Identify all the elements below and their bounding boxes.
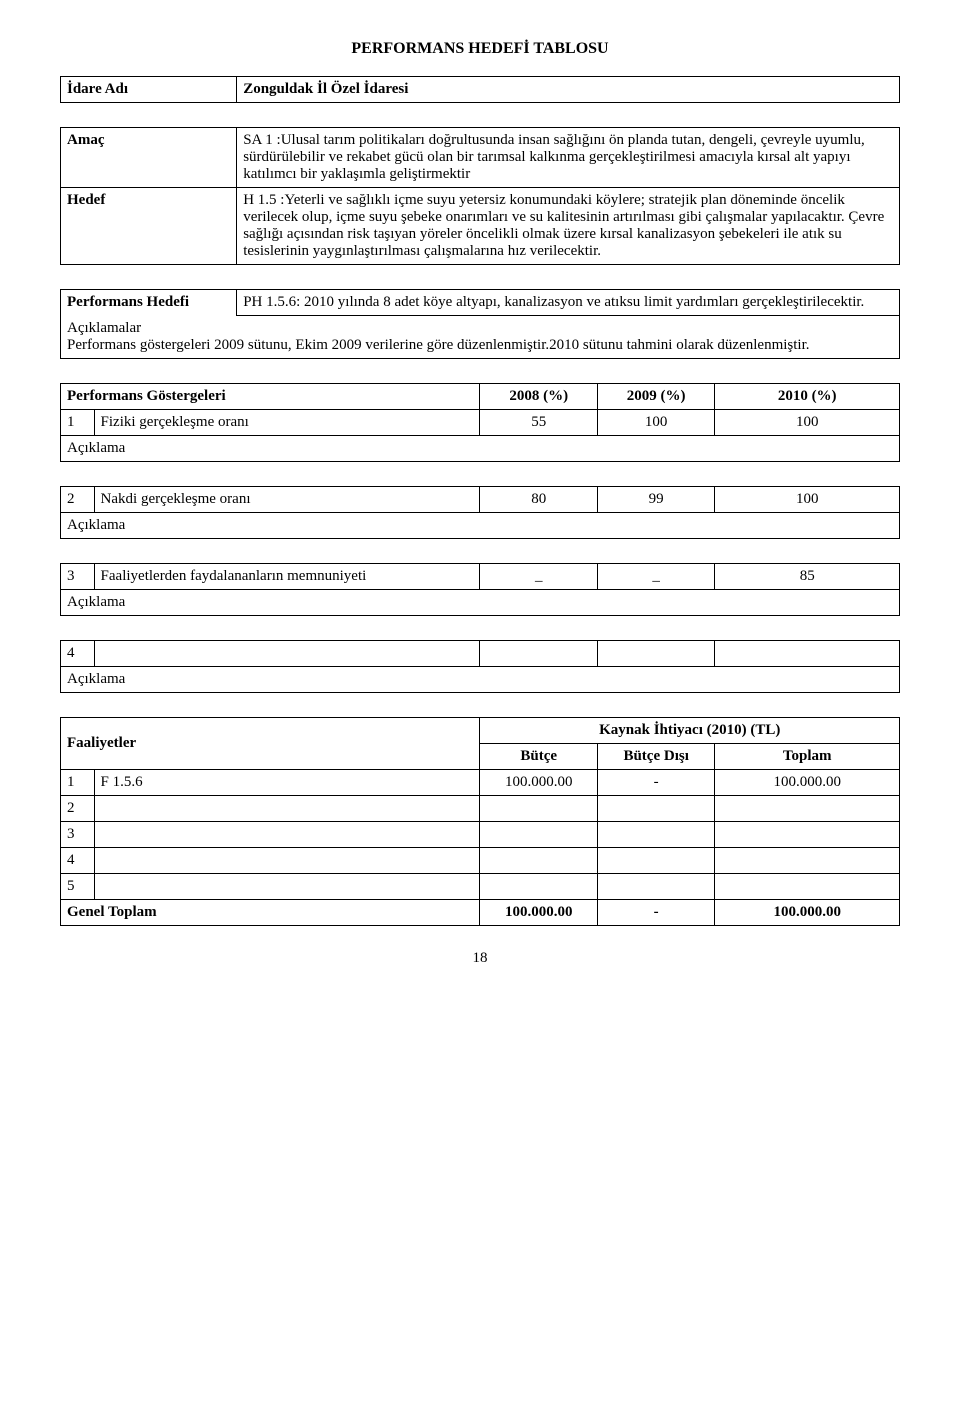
perf-hedefi-label: Performans Hedefi xyxy=(61,290,237,316)
total-label: Genel Toplam xyxy=(61,900,480,926)
row-val xyxy=(480,796,597,822)
perf-hedefi-table: Performans Hedefi PH 1.5.6: 2010 yılında… xyxy=(60,289,900,359)
row-val: 100 xyxy=(715,410,900,436)
page-number: 18 xyxy=(60,950,900,967)
row-val xyxy=(597,641,714,667)
row-num: 3 xyxy=(61,822,95,848)
table-row: 4 xyxy=(61,641,900,667)
row-val: - xyxy=(597,770,714,796)
row-val xyxy=(715,874,900,900)
total-row: Genel Toplam 100.000.00 - 100.000.00 xyxy=(61,900,900,926)
row-val: _ xyxy=(480,564,597,590)
table-row: 4 xyxy=(61,848,900,874)
row-val: 100.000.00 xyxy=(480,770,597,796)
hedef-text: H 1.5 :Yeterli ve sağlıklı içme suyu yet… xyxy=(237,188,900,265)
hedef-label: Hedef xyxy=(61,188,237,265)
row-val xyxy=(480,874,597,900)
row-num: 5 xyxy=(61,874,95,900)
admin-label: İdare Adı xyxy=(61,77,237,103)
aciklamalar-cell: Açıklamalar Performans göstergeleri 2009… xyxy=(61,316,900,359)
row-name: Fiziki gerçekleşme oranı xyxy=(94,410,480,436)
row-val xyxy=(480,822,597,848)
perf-hedefi-text: PH 1.5.6: 2010 yılında 8 adet köye altya… xyxy=(237,290,900,316)
indicators-table-4: 4 Açıklama xyxy=(60,640,900,693)
row-val: _ xyxy=(597,564,714,590)
row-val: 100 xyxy=(597,410,714,436)
row-num: 4 xyxy=(61,641,95,667)
total-val: 100.000.00 xyxy=(480,900,597,926)
col-2008: 2008 (%) xyxy=(480,384,597,410)
row-val xyxy=(597,874,714,900)
row-val xyxy=(480,848,597,874)
table-row: 3 xyxy=(61,822,900,848)
aciklamalar-label: Açıklamalar xyxy=(67,320,141,336)
indicators-header: Performans Göstergeleri xyxy=(61,384,480,410)
row-val: 55 xyxy=(480,410,597,436)
table-row: 5 xyxy=(61,874,900,900)
col-butce-disi: Bütçe Dışı xyxy=(597,744,714,770)
col-toplam: Toplam xyxy=(715,744,900,770)
row-name xyxy=(94,874,480,900)
row-val xyxy=(597,848,714,874)
row-val: 99 xyxy=(597,487,714,513)
row-name xyxy=(94,796,480,822)
table-row: 2 xyxy=(61,796,900,822)
row-val xyxy=(715,822,900,848)
aciklamalar-text: Performans göstergeleri 2009 sütunu, Eki… xyxy=(67,337,810,353)
aciklama-row: Açıklama xyxy=(61,667,900,693)
row-val xyxy=(715,848,900,874)
row-name xyxy=(94,822,480,848)
row-name: F 1.5.6 xyxy=(94,770,480,796)
table-row: 1 Fiziki gerçekleşme oranı 55 100 100 xyxy=(61,410,900,436)
col-butce: Bütçe xyxy=(480,744,597,770)
row-num: 1 xyxy=(61,410,95,436)
row-val xyxy=(597,822,714,848)
row-val xyxy=(480,641,597,667)
row-name xyxy=(94,848,480,874)
row-name: Nakdi gerçekleşme oranı xyxy=(94,487,480,513)
row-num: 3 xyxy=(61,564,95,590)
indicators-table-2: 2 Nakdi gerçekleşme oranı 80 99 100 Açık… xyxy=(60,486,900,539)
indicators-table-1: Performans Göstergeleri 2008 (%) 2009 (%… xyxy=(60,383,900,462)
amac-label: Amaç xyxy=(61,128,237,188)
indicators-table-3: 3 Faaliyetlerden faydalananların memnuni… xyxy=(60,563,900,616)
admin-table: İdare Adı Zonguldak İl Özel İdaresi xyxy=(60,76,900,103)
row-val: 85 xyxy=(715,564,900,590)
table-row: 1 F 1.5.6 100.000.00 - 100.000.00 xyxy=(61,770,900,796)
total-val: 100.000.00 xyxy=(715,900,900,926)
row-val xyxy=(715,641,900,667)
row-name: Faaliyetlerden faydalananların memnuniye… xyxy=(94,564,480,590)
row-val: 80 xyxy=(480,487,597,513)
row-val: 100 xyxy=(715,487,900,513)
page-title: PERFORMANS HEDEFİ TABLOSU xyxy=(60,40,900,58)
amac-hedef-table: Amaç SA 1 :Ulusal tarım politikaları doğ… xyxy=(60,127,900,265)
amac-text: SA 1 :Ulusal tarım politikaları doğrultu… xyxy=(237,128,900,188)
col-2010: 2010 (%) xyxy=(715,384,900,410)
row-name xyxy=(94,641,480,667)
row-val xyxy=(715,796,900,822)
row-num: 1 xyxy=(61,770,95,796)
row-num: 4 xyxy=(61,848,95,874)
aciklama-row: Açıklama xyxy=(61,436,900,462)
row-num: 2 xyxy=(61,796,95,822)
faaliyetler-label: Faaliyetler xyxy=(61,718,480,770)
table-row: 3 Faaliyetlerden faydalananların memnuni… xyxy=(61,564,900,590)
faaliyetler-table: Faaliyetler Kaynak İhtiyacı (2010) (TL) … xyxy=(60,717,900,926)
row-num: 2 xyxy=(61,487,95,513)
row-val xyxy=(597,796,714,822)
table-row: 2 Nakdi gerçekleşme oranı 80 99 100 xyxy=(61,487,900,513)
col-2009: 2009 (%) xyxy=(597,384,714,410)
total-val: - xyxy=(597,900,714,926)
aciklama-row: Açıklama xyxy=(61,513,900,539)
row-val: 100.000.00 xyxy=(715,770,900,796)
kaynak-header: Kaynak İhtiyacı (2010) (TL) xyxy=(480,718,900,744)
admin-value: Zonguldak İl Özel İdaresi xyxy=(237,77,900,103)
aciklama-row: Açıklama xyxy=(61,590,900,616)
